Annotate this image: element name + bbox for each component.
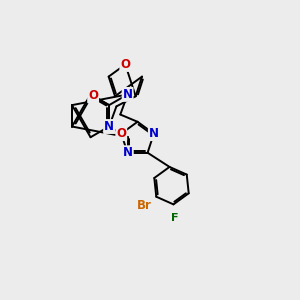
Text: O: O [120, 58, 130, 71]
Text: Br: Br [137, 199, 152, 212]
Text: O: O [88, 89, 98, 102]
Text: N: N [149, 127, 159, 140]
Text: O: O [123, 149, 133, 162]
Text: N: N [122, 146, 133, 159]
Text: N: N [104, 120, 114, 133]
Text: F: F [171, 213, 179, 223]
Text: N: N [123, 88, 133, 101]
Text: O: O [116, 127, 126, 140]
